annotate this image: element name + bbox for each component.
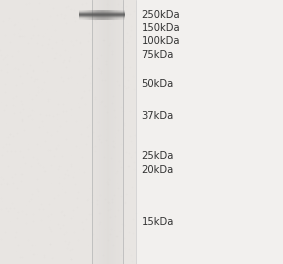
Bar: [118, 0, 119, 264]
Bar: [115, 10, 117, 20]
Bar: [119, 0, 120, 264]
Bar: [94, 0, 95, 264]
Bar: [100, 10, 101, 20]
Text: 25kDa: 25kDa: [142, 151, 174, 161]
Bar: [106, 0, 107, 264]
Bar: [105, 10, 106, 20]
Bar: [91, 10, 92, 20]
Bar: [112, 10, 113, 20]
Text: 50kDa: 50kDa: [142, 79, 174, 89]
Bar: [96, 10, 97, 20]
Bar: [104, 10, 105, 20]
Bar: [95, 10, 96, 20]
Bar: [104, 0, 105, 264]
Bar: [109, 10, 110, 20]
Bar: [88, 10, 89, 20]
Bar: [97, 10, 98, 20]
Bar: [120, 0, 121, 264]
Bar: [101, 0, 102, 264]
Bar: [117, 10, 118, 20]
Bar: [95, 0, 96, 264]
Bar: [102, 0, 103, 264]
Bar: [103, 0, 104, 264]
Bar: [79, 10, 80, 20]
Text: 20kDa: 20kDa: [142, 165, 174, 175]
Bar: [116, 0, 117, 264]
Text: 100kDa: 100kDa: [142, 36, 180, 46]
Bar: [92, 10, 93, 20]
Bar: [113, 0, 114, 264]
Bar: [119, 10, 120, 20]
Bar: [112, 0, 113, 264]
Bar: [111, 0, 112, 264]
Bar: [117, 0, 118, 264]
Bar: [83, 10, 84, 20]
Bar: [92, 0, 93, 264]
Bar: [108, 10, 109, 20]
Bar: [0, 0, 136, 264]
Bar: [96, 0, 97, 264]
Bar: [94, 10, 95, 20]
Bar: [93, 10, 94, 20]
Bar: [86, 10, 87, 20]
Text: 150kDa: 150kDa: [142, 23, 180, 33]
Bar: [80, 10, 82, 20]
Bar: [84, 10, 85, 20]
Text: 75kDa: 75kDa: [142, 50, 174, 60]
Bar: [120, 10, 121, 20]
Bar: [111, 10, 112, 20]
Bar: [102, 10, 103, 20]
Bar: [89, 10, 91, 20]
Text: 250kDa: 250kDa: [142, 10, 180, 20]
Bar: [118, 10, 119, 20]
Bar: [115, 0, 116, 264]
Bar: [87, 10, 88, 20]
Bar: [113, 10, 114, 20]
Bar: [114, 0, 115, 264]
Bar: [110, 10, 111, 20]
Bar: [100, 0, 101, 264]
Bar: [105, 0, 106, 264]
Bar: [93, 0, 94, 264]
Bar: [110, 0, 111, 264]
Bar: [121, 0, 122, 264]
Bar: [98, 10, 100, 20]
Bar: [121, 10, 122, 20]
Bar: [103, 10, 104, 20]
Bar: [122, 0, 123, 264]
Bar: [107, 0, 108, 264]
Text: 37kDa: 37kDa: [142, 111, 174, 121]
Bar: [109, 0, 110, 264]
Bar: [122, 10, 123, 20]
Bar: [101, 10, 102, 20]
Bar: [123, 10, 125, 20]
Bar: [108, 0, 109, 264]
Text: 15kDa: 15kDa: [142, 217, 174, 227]
Bar: [85, 10, 86, 20]
Bar: [82, 10, 83, 20]
Bar: [98, 0, 99, 264]
Bar: [114, 10, 115, 20]
Bar: [99, 0, 100, 264]
Bar: [97, 0, 98, 264]
Bar: [106, 10, 108, 20]
